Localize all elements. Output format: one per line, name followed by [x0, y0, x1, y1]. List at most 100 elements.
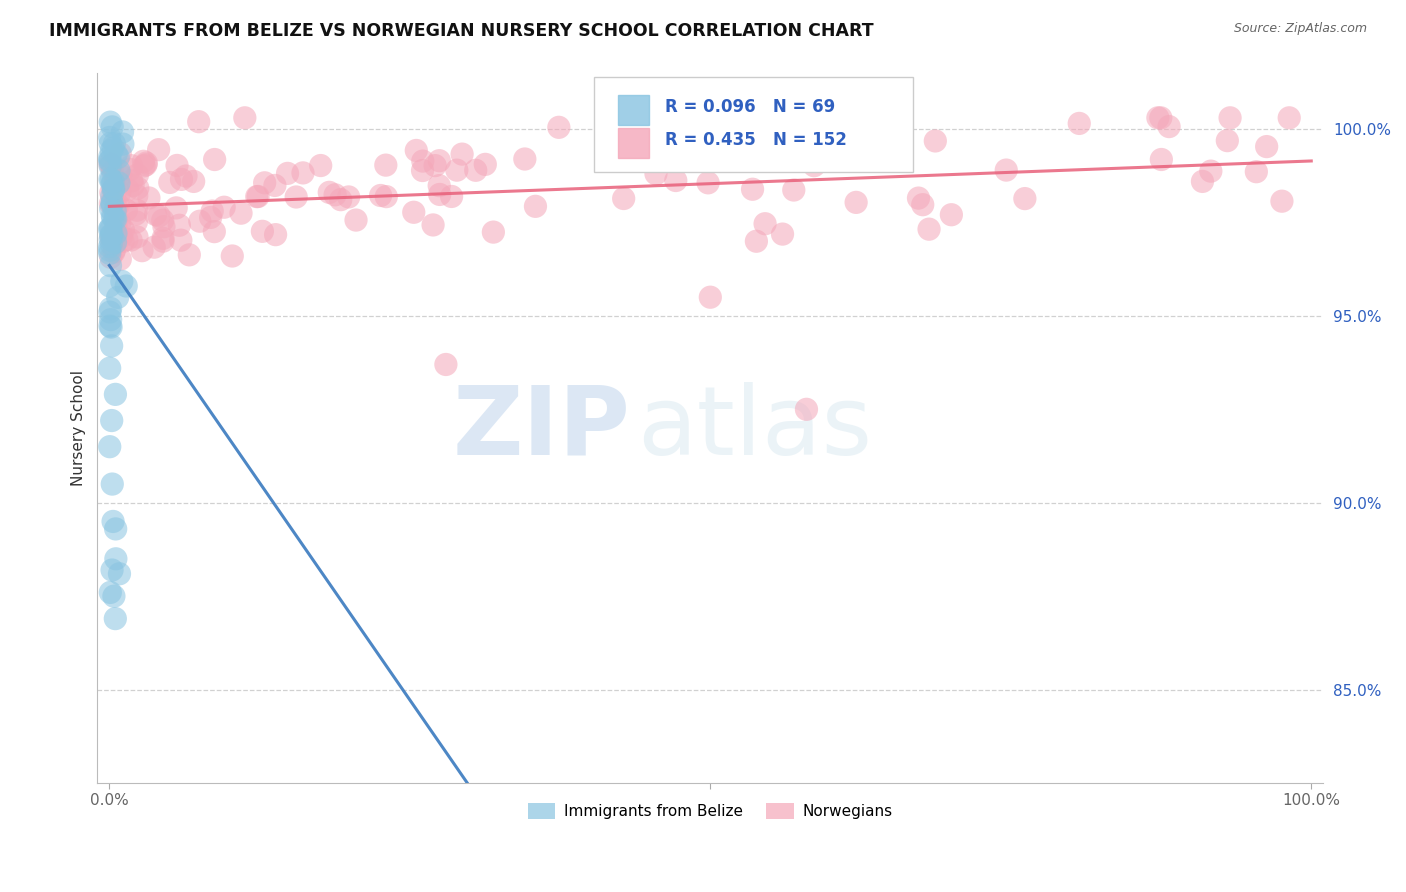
Point	[98, 305, 121, 319]
Point	[796, 402, 818, 417]
Point	[159, 176, 181, 190]
Point	[110, 229, 132, 244]
Point	[183, 174, 205, 188]
Bar	[619, 128, 650, 158]
Point	[754, 217, 776, 231]
Point	[100, 339, 122, 353]
Point	[103, 245, 125, 260]
Point	[100, 250, 122, 264]
Point	[1157, 120, 1180, 134]
Point	[427, 153, 450, 168]
Point	[125, 230, 148, 244]
Point	[277, 166, 299, 180]
Point	[105, 147, 128, 161]
Point	[329, 193, 352, 207]
Point	[101, 141, 124, 155]
Point	[179, 248, 201, 262]
Point	[103, 182, 125, 196]
Point	[323, 187, 346, 202]
Point	[101, 196, 124, 211]
Point	[98, 222, 121, 236]
Point	[107, 290, 129, 304]
Point	[107, 150, 129, 164]
Point	[104, 212, 127, 227]
Point	[100, 413, 122, 427]
Point	[135, 158, 157, 172]
Point	[104, 236, 127, 251]
Point	[98, 232, 121, 246]
Point	[98, 115, 121, 129]
Point	[121, 174, 143, 188]
Point	[124, 207, 146, 221]
Point	[166, 158, 188, 172]
Point	[1246, 164, 1268, 178]
Point	[412, 154, 434, 169]
Point	[252, 224, 274, 238]
Point	[768, 127, 790, 141]
Point	[100, 144, 122, 158]
Point	[103, 136, 125, 151]
Point	[170, 233, 193, 247]
Point	[104, 551, 127, 566]
Point	[152, 231, 174, 245]
Point	[337, 190, 360, 204]
Point	[98, 130, 121, 145]
Point	[1014, 192, 1036, 206]
Point	[174, 169, 197, 183]
Point	[98, 244, 121, 258]
Point	[101, 228, 124, 243]
Point	[98, 157, 121, 171]
Point	[103, 183, 125, 197]
Point	[1069, 116, 1091, 130]
Point	[253, 176, 276, 190]
Point	[375, 189, 398, 203]
Point	[645, 167, 668, 181]
Point	[98, 246, 121, 260]
Point	[104, 227, 127, 241]
Point	[405, 144, 427, 158]
Point	[474, 157, 496, 171]
Point	[132, 154, 155, 169]
Point	[202, 225, 225, 239]
Point	[422, 218, 444, 232]
Point	[104, 203, 127, 218]
Point	[783, 183, 806, 197]
Point	[108, 163, 131, 178]
Point	[1256, 139, 1278, 153]
Text: R = 0.096   N = 69: R = 0.096 N = 69	[665, 98, 835, 116]
Point	[434, 358, 457, 372]
Point	[152, 234, 174, 248]
Point	[111, 274, 134, 288]
Point	[699, 290, 721, 304]
Point	[120, 233, 142, 247]
Point	[170, 172, 193, 186]
Point	[309, 159, 332, 173]
Point	[104, 199, 127, 213]
Point	[464, 163, 486, 178]
Point	[98, 136, 121, 151]
Point	[212, 200, 235, 214]
Point	[264, 227, 287, 242]
Point	[100, 228, 122, 243]
Point	[118, 162, 141, 177]
Point	[412, 163, 434, 178]
Point	[101, 164, 124, 178]
Point	[103, 178, 125, 193]
Point	[427, 178, 450, 193]
Point	[104, 387, 127, 401]
Point	[101, 211, 124, 225]
Point	[101, 120, 124, 134]
Point	[101, 515, 124, 529]
Point	[98, 361, 121, 376]
Point	[100, 172, 122, 186]
Point	[513, 152, 536, 166]
Point	[125, 215, 148, 229]
Point	[1150, 153, 1173, 167]
Point	[200, 211, 222, 225]
Point	[100, 158, 122, 172]
Point	[613, 192, 636, 206]
Point	[152, 213, 174, 227]
Point	[104, 173, 127, 187]
Point	[98, 153, 121, 168]
Point	[101, 477, 124, 491]
